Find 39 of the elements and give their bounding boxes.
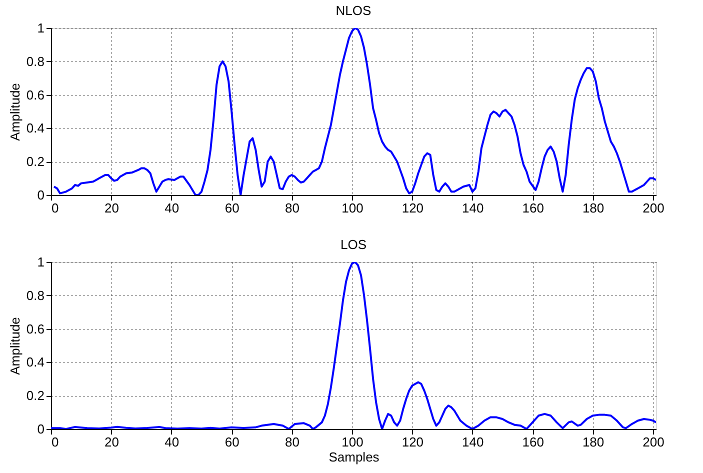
x-tick-label: 20	[104, 434, 119, 450]
y-tick-label: 1	[37, 20, 44, 36]
y-tick-label: 0.2	[26, 388, 44, 404]
x-tick-label: 100	[342, 434, 364, 450]
y-tick-label: 0.2	[26, 154, 44, 170]
x-tick-label: 140	[462, 200, 484, 216]
x-tick-label: 80	[285, 200, 300, 216]
x-tick-label: 160	[522, 200, 544, 216]
y-tick-label: 0.8	[26, 288, 44, 303]
x-tick-label: 180	[582, 434, 604, 450]
x-tick-label: 40	[164, 434, 180, 450]
y-tick-label: 0.4	[26, 120, 44, 136]
y-tick-label: 0.6	[26, 87, 44, 102]
x-tick-label: 0	[52, 434, 59, 450]
x-tick-label: 120	[402, 434, 424, 450]
x-tick-label: 140	[462, 434, 484, 450]
x-tick-label: 100	[342, 200, 364, 216]
x-tick-label: 60	[224, 200, 240, 216]
x-tick-label: 200	[642, 200, 664, 216]
y-tick-label: 0.4	[26, 354, 44, 370]
chart-title: NLOS	[336, 3, 372, 18]
x-axis-title: Samples	[328, 450, 380, 464]
x-tick-label: 180	[582, 200, 604, 216]
y-tick-label: 0	[37, 422, 44, 436]
x-tick-label: 20	[104, 200, 119, 216]
y-tick-label: 0.6	[26, 321, 44, 336]
y-axis-title: Amplitude	[7, 83, 22, 141]
x-tick-label: 40	[164, 200, 180, 216]
y-tick-label: 0	[37, 188, 44, 202]
y-tick-label: 0.8	[26, 54, 44, 69]
y-axis-title: Amplitude	[7, 317, 22, 375]
x-tick-label: 60	[224, 434, 240, 450]
x-tick-label: 200	[642, 434, 664, 450]
y-tick-label: 1	[37, 254, 44, 270]
x-tick-label: 0	[52, 200, 59, 216]
chart-title: LOS	[340, 237, 367, 252]
x-tick-label: 120	[402, 200, 424, 216]
x-tick-label: 80	[285, 434, 300, 450]
x-tick-label: 160	[522, 434, 544, 450]
